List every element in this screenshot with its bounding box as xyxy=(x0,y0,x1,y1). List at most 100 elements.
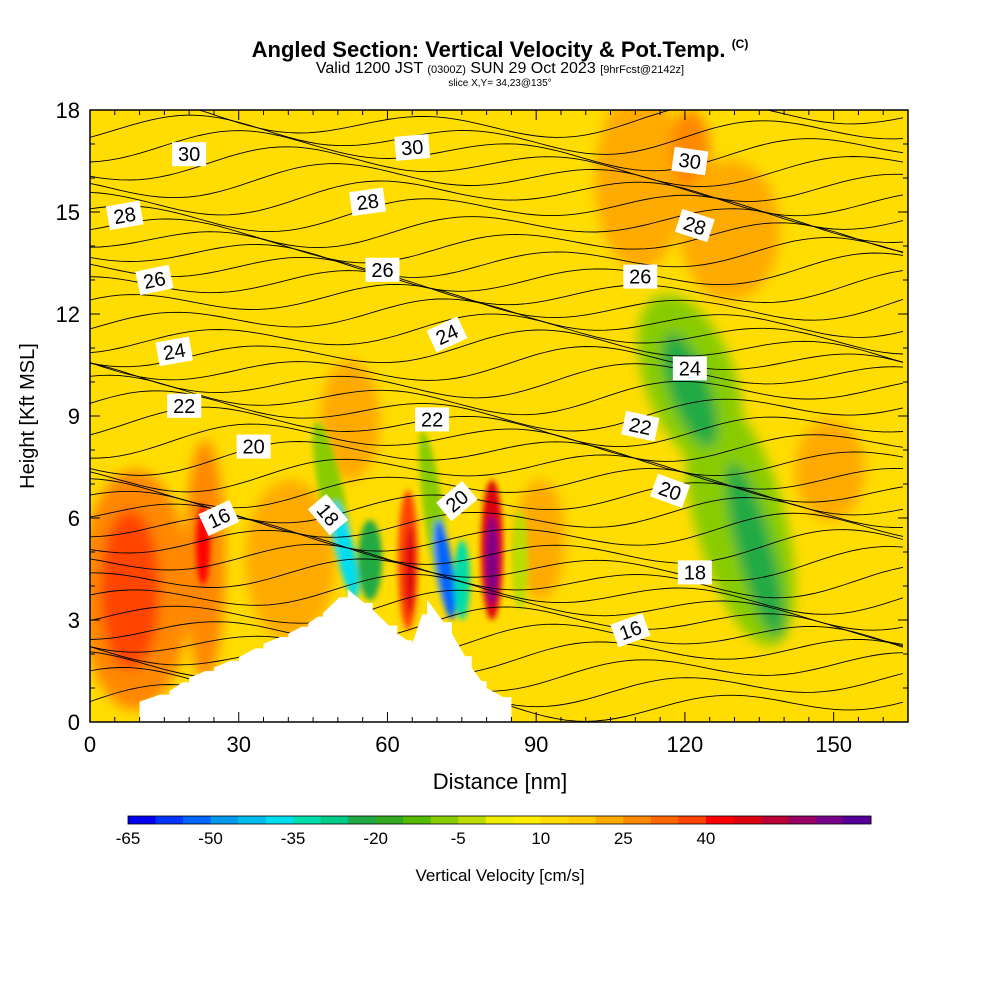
colorbar-swatch xyxy=(265,816,294,824)
colorbar-tick-label: 25 xyxy=(614,829,633,848)
y-tick-label: 15 xyxy=(56,200,80,225)
colorbar-swatch xyxy=(540,816,569,824)
contour-label-box xyxy=(672,356,707,381)
contour-label-box xyxy=(172,142,207,167)
colorbar-swatch xyxy=(678,816,707,824)
contour-label-text: 30 xyxy=(400,136,424,160)
contour-label: 28 xyxy=(674,208,715,243)
colorbar-swatch xyxy=(623,816,652,824)
wave-updraft-core xyxy=(405,525,415,615)
contour-label: 28 xyxy=(349,187,387,217)
axis-ticks: 0 30 60 90 120 150 0 3 6 9 12 15 18 xyxy=(56,98,908,757)
x-tick-label: 150 xyxy=(815,732,852,757)
valid-date: SUN 29 Oct 2023 xyxy=(470,60,596,77)
contour-line xyxy=(90,163,903,202)
colorbar-tick-label: 10 xyxy=(531,829,550,848)
chart-title: Angled Section: Vertical Velocity & Pot.… xyxy=(0,37,1000,63)
colorbar-swatch xyxy=(513,816,542,824)
valid-utc: (0300Z) xyxy=(427,64,466,76)
colorbar-swatch xyxy=(733,816,762,824)
contour-label-box xyxy=(365,257,400,282)
colorbar: -65 -50 -35 -20 -5 10 25 40 xyxy=(116,815,872,848)
contour-label-text: 30 xyxy=(178,144,200,166)
chart-title-text: Angled Section: Vertical Velocity & Pot.… xyxy=(251,37,726,62)
contour-line xyxy=(90,346,904,381)
colorbar-swatch xyxy=(238,816,267,824)
contour-line xyxy=(90,441,904,477)
contour-label: 30 xyxy=(172,142,207,167)
contour-label-box xyxy=(415,407,450,432)
contour-label: 30 xyxy=(394,133,431,161)
colorbar-swatch xyxy=(210,816,239,824)
colorbar-frame xyxy=(127,815,872,825)
x-tick-label: 30 xyxy=(226,732,250,757)
colorbar-swatch xyxy=(293,816,322,824)
y-tick-label: 0 xyxy=(68,710,80,735)
contour-label: 24 xyxy=(155,336,194,367)
contour-label-text: 24 xyxy=(162,340,188,366)
downdraft-core xyxy=(725,462,785,638)
x-tick-label: 60 xyxy=(375,732,399,757)
colorbar-swatch xyxy=(705,816,734,824)
contour-label-box xyxy=(649,473,691,508)
contour-line xyxy=(90,362,904,399)
y-axis-label: Height [Kft MSL] xyxy=(17,343,39,489)
contour-line xyxy=(90,114,904,155)
contour-label-box xyxy=(610,613,651,648)
colorbar-swatch xyxy=(595,816,624,824)
y-tick-label: 18 xyxy=(56,98,80,123)
contour-label-box xyxy=(621,410,660,442)
contour-label-box xyxy=(623,264,658,289)
contour-label: 22 xyxy=(621,410,660,442)
contour-label: 22 xyxy=(167,393,202,418)
contour-label-box xyxy=(671,146,709,176)
x-tick-label: 90 xyxy=(524,732,548,757)
contour-label-box xyxy=(135,264,174,296)
contour-line xyxy=(90,623,904,659)
contour-line xyxy=(90,298,904,338)
contour-label-box xyxy=(674,208,715,243)
contour-line xyxy=(90,270,904,306)
contour-label-box xyxy=(677,560,712,585)
colorbar-swatch xyxy=(843,816,872,824)
contour-line xyxy=(90,374,904,416)
contour-label-text: 28 xyxy=(112,204,138,230)
x-tick-label: 0 xyxy=(84,732,96,757)
contour-label-text: 22 xyxy=(421,409,443,431)
contour-line xyxy=(90,130,904,172)
y-tick-label: 3 xyxy=(68,608,80,633)
colorbar-swatch xyxy=(458,816,487,824)
contour-line xyxy=(90,589,904,631)
contour-label-text: 26 xyxy=(371,260,393,282)
chart-title-unit: (C) xyxy=(731,37,749,51)
colorbar-tick-label: -5 xyxy=(451,829,466,848)
colorbar-label: Vertical Velocity [cm/s] xyxy=(415,866,584,885)
contour-line xyxy=(90,638,904,676)
contour-label-box xyxy=(307,493,349,536)
colorbar-tick-label: -35 xyxy=(281,829,306,848)
contour-label: 24 xyxy=(672,356,707,381)
contour-line xyxy=(90,329,904,368)
contour-label-box xyxy=(198,499,240,537)
contour-label-text: 18 xyxy=(684,562,706,584)
contour-label-box xyxy=(167,393,202,418)
valid-prefix: Valid 1200 JST xyxy=(315,60,423,77)
contour-label: 18 xyxy=(677,560,712,585)
contour-line xyxy=(90,558,904,599)
contour-label-box xyxy=(426,316,468,353)
contour-line xyxy=(90,146,904,187)
contour-label-text: 28 xyxy=(355,190,380,215)
colorbar-swatch xyxy=(650,816,679,824)
colorbar-swatch xyxy=(155,816,184,824)
wave-updraft-core xyxy=(486,515,498,605)
wave-downdraft-core xyxy=(434,520,456,620)
contour-label: 30 xyxy=(671,146,709,176)
contour-label: 26 xyxy=(365,257,400,282)
chart-subtitle: Valid 1200 JST (0300Z) SUN 29 Oct 2023 [… xyxy=(0,60,1000,78)
contour-label-box xyxy=(105,200,144,231)
contour-line xyxy=(197,110,904,138)
contour-label: 20 xyxy=(649,473,691,508)
contour-label-text: 26 xyxy=(141,268,167,294)
